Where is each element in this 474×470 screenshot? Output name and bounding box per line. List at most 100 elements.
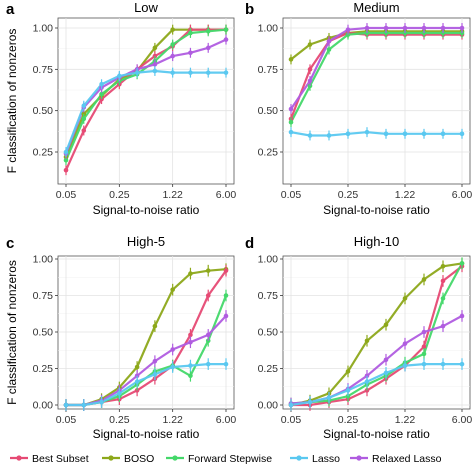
y-tick-label: 1.00: [258, 23, 279, 35]
data-point: [307, 67, 313, 72]
y-tick-label: 0.25: [33, 147, 54, 159]
data-point: [117, 391, 122, 396]
legend-swatch-point: [16, 455, 22, 461]
series-line-relaxed-lasso: [290, 26, 462, 110]
data-point: [421, 344, 427, 349]
data-point: [421, 361, 427, 367]
data-point: [134, 364, 140, 370]
panel-letter: c: [6, 235, 14, 252]
data-point: [421, 277, 427, 282]
data-point: [205, 361, 211, 367]
data-point: [188, 30, 193, 36]
data-point: [288, 57, 294, 62]
data-point: [81, 111, 87, 117]
data-point: [440, 264, 446, 269]
data-point: [421, 25, 427, 31]
legend-label: BOSO: [124, 453, 154, 465]
data-point: [440, 323, 446, 329]
series-line-forward-stepwise: [290, 31, 462, 123]
data-point: [152, 68, 158, 74]
x-tick-label: 6.00: [452, 189, 473, 201]
data-point: [402, 363, 408, 368]
data-point: [364, 25, 370, 31]
legend-swatch-point: [296, 455, 302, 461]
legend-label: Best Subset: [32, 453, 89, 465]
y-tick-label: 1.00: [33, 254, 54, 266]
data-point: [288, 402, 294, 408]
data-point: [440, 361, 446, 367]
data-point: [223, 293, 229, 298]
legend-swatch-point: [356, 455, 362, 461]
data-point: [81, 402, 87, 408]
data-point: [326, 38, 332, 44]
data-point: [307, 133, 313, 138]
y-tick-label: 0.25: [33, 363, 54, 375]
data-point: [345, 388, 351, 393]
data-point: [383, 322, 389, 328]
x-tick-label: 0.05: [281, 189, 302, 201]
data-point: [459, 131, 465, 137]
data-point: [63, 167, 69, 173]
data-point: [288, 106, 294, 112]
panel-letter: a: [6, 1, 15, 18]
data-point: [152, 323, 158, 329]
data-point: [307, 78, 313, 84]
data-point: [364, 379, 370, 384]
data-point: [205, 45, 211, 51]
plot-area: [57, 255, 235, 410]
y-tick-label: 0.50: [258, 105, 279, 117]
x-tick-label: 1.22: [162, 189, 183, 201]
data-point: [364, 129, 370, 135]
y-tick-label: 0.75: [258, 290, 279, 302]
data-point: [307, 42, 313, 47]
panel-title: Low: [134, 0, 158, 15]
data-point: [223, 70, 229, 75]
data-point: [421, 351, 427, 357]
data-point: [188, 363, 193, 368]
data-point: [345, 369, 351, 374]
x-axis-title: Signal-to-noise ratio: [93, 427, 200, 441]
panel-title: High-10: [354, 234, 400, 249]
data-point: [326, 395, 332, 401]
data-point: [152, 372, 158, 377]
data-point: [152, 62, 158, 67]
legend-label: Forward Stepwise: [188, 453, 272, 465]
data-point: [402, 341, 408, 346]
panel-a: 0.25 0.50 0.75 1.00 0.05 0.25 1.22 6.00 a Low Sign…: [5, 0, 236, 217]
data-point: [170, 347, 175, 352]
series-line-best-subset: [291, 265, 463, 407]
data-point: [364, 388, 370, 393]
series-line-lasso: [290, 131, 462, 137]
data-point: [188, 373, 193, 379]
data-point: [152, 45, 158, 51]
legend-swatch-point: [108, 455, 114, 461]
panel-d: 0.00 0.25 0.50 0.75 1.00 0.05 0.25 1.22 6.00 d Hig…: [245, 234, 472, 441]
data-point: [188, 332, 193, 338]
x-tick-label: 6.00: [216, 189, 237, 201]
data-point: [170, 287, 175, 292]
series-line-relaxed-lasso: [64, 38, 227, 155]
data-point: [402, 25, 408, 31]
y-tick-label: 0.50: [33, 105, 54, 117]
series-line-best-subset: [289, 31, 462, 120]
data-point: [170, 364, 175, 370]
y-axis-title: F classification of nonzeros: [5, 29, 19, 174]
y-tick-label: 0.50: [33, 327, 54, 339]
data-point: [459, 361, 465, 367]
data-point: [170, 53, 175, 59]
x-tick-label: 0.05: [56, 414, 77, 426]
panel-c: 0.00 0.25 0.50 0.75 1.00 0.05 0.25 1.22 6.00 c Hig…: [5, 234, 236, 441]
data-point: [134, 70, 140, 75]
x-tick-label: 1.22: [395, 414, 416, 426]
series-line-lasso: [66, 363, 226, 407]
data-point: [223, 27, 229, 32]
data-point: [383, 370, 389, 376]
y-tick-label: 0.25: [258, 363, 279, 375]
panel-b: 0.25 0.50 0.75 1.00 0.05 0.25 1.22 6.00 b Medium S…: [245, 0, 472, 217]
x-tick-label: 0.05: [56, 189, 77, 201]
data-point: [223, 313, 229, 319]
y-tick-label: 0.25: [258, 147, 279, 159]
data-point: [383, 25, 389, 31]
legend: Best Subset BOSO Forward Stepwise Lasso Rela…: [10, 453, 442, 465]
data-point: [170, 42, 175, 47]
